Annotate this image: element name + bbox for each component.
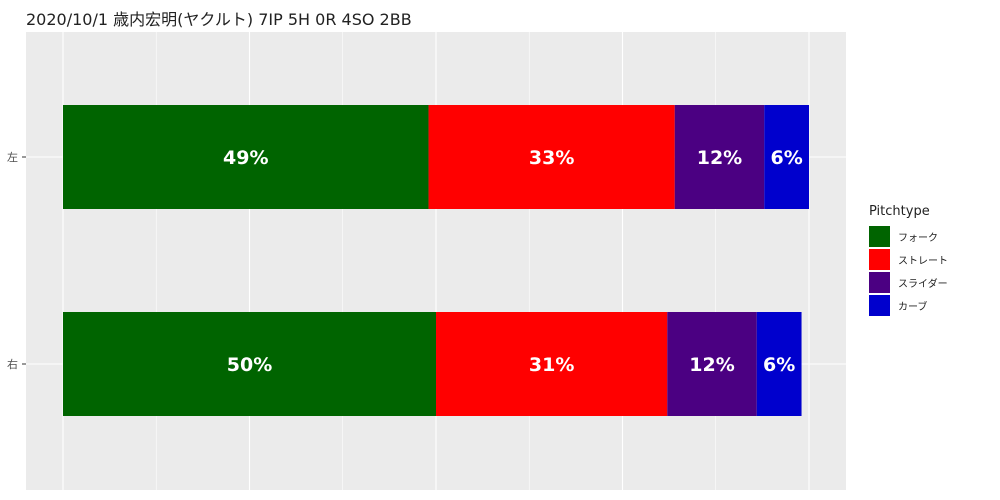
chart-title: 2020/10/1 歳内宏明(ヤクルト) 7IP 5H 0R 4SO 2BB <box>26 10 412 29</box>
data-label: 6% <box>763 354 795 376</box>
data-label: 31% <box>529 354 574 376</box>
bar-segment <box>667 312 757 416</box>
legend-item: カーブ <box>869 294 948 317</box>
bar-segment <box>63 105 429 209</box>
legend-label: ストレート <box>898 256 948 267</box>
legend-item: ストレート <box>869 248 948 271</box>
legend-item: フォーク <box>869 225 948 248</box>
data-label: 12% <box>697 147 742 169</box>
bar-segment <box>63 312 436 416</box>
legend-swatch <box>869 272 890 293</box>
legend-item: スライダー <box>869 271 948 294</box>
legend-label: フォーク <box>898 233 938 244</box>
legend-swatch <box>869 295 890 316</box>
legend-swatch <box>869 226 890 247</box>
data-label: 33% <box>529 147 574 169</box>
bar-segment <box>436 312 668 416</box>
y-tick-label: 左 <box>7 151 18 164</box>
bar-segment <box>428 105 675 209</box>
bar-segment <box>756 312 802 416</box>
data-label: 6% <box>770 147 802 169</box>
legend-label: スライダー <box>898 279 948 290</box>
y-tick-label: 右 <box>7 357 18 371</box>
legend-title: Pitchtype <box>869 204 930 219</box>
bar-segment <box>674 105 765 209</box>
data-label: 49% <box>223 147 268 169</box>
legend-label: カーブ <box>898 302 928 313</box>
legend-swatch <box>869 249 890 270</box>
data-label: 50% <box>227 354 272 376</box>
bar-segment <box>764 105 809 209</box>
legend: Pitchtype フォークストレートスライダーカーブ <box>869 204 948 317</box>
data-label: 12% <box>689 354 734 376</box>
legend-items: フォークストレートスライダーカーブ <box>869 225 948 317</box>
